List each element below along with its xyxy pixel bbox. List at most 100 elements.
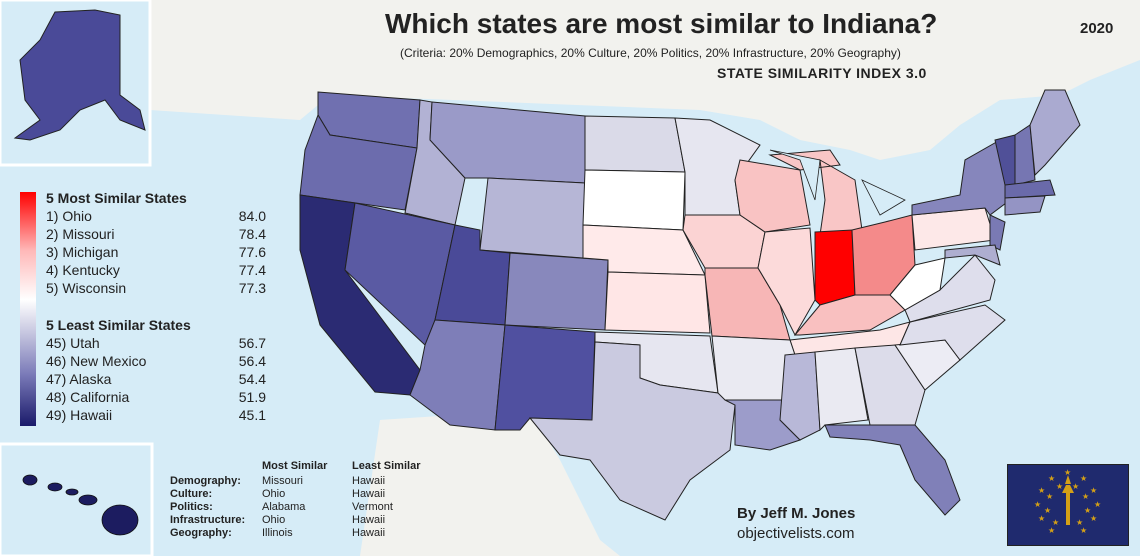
- category-most: Ohio: [262, 488, 286, 500]
- state-mississippi: [779, 351, 821, 441]
- svg-text:★: ★: [1090, 486, 1097, 495]
- svg-text:★: ★: [1048, 474, 1055, 483]
- svg-text:★: ★: [1064, 468, 1071, 477]
- category-least: Hawaii: [352, 475, 386, 487]
- state-new-york: [911, 139, 1011, 216]
- least-similar-row: 46) New Mexico 56.4: [46, 353, 266, 369]
- state-new-hampshire: [1014, 124, 1036, 186]
- row-value: 77.3: [238, 280, 266, 296]
- state-colorado: [504, 252, 609, 331]
- svg-text:★: ★: [1080, 474, 1087, 483]
- svg-text:★: ★: [1082, 492, 1089, 501]
- state-north-dakota: [584, 115, 686, 173]
- row-label: 2) Missouri: [46, 226, 115, 242]
- category-least: Vermont: [352, 501, 393, 513]
- state-maryland-delaware: [944, 244, 1001, 266]
- row-label: 46) New Mexico: [46, 353, 147, 369]
- state-florida: [824, 424, 961, 516]
- state-wyoming: [479, 177, 586, 259]
- state-west-virginia: [889, 257, 946, 311]
- state-hawaii: [22, 474, 139, 536]
- row-label: 3) Michigan: [46, 244, 119, 260]
- svg-text:★: ★: [1056, 482, 1063, 491]
- svg-text:★: ★: [1038, 514, 1045, 523]
- site-link[interactable]: objectivelists.com: [737, 525, 855, 542]
- indiana-flag: ★ ★ ★ ★ ★ ★ ★ ★ ★ ★ ★ ★ ★ ★ ★ ★ ★ ★ ★: [1007, 464, 1129, 546]
- row-value: 54.4: [238, 371, 266, 387]
- state-alaska: [13, 9, 146, 141]
- category-name: Culture:: [170, 488, 213, 500]
- svg-text:★: ★: [1072, 482, 1079, 491]
- canada-land: [150, 0, 1140, 160]
- category-name: Geography:: [170, 527, 232, 539]
- row-value: 45.1: [238, 407, 266, 423]
- great-lakes: [769, 149, 906, 216]
- category-least: Hawaii: [352, 514, 386, 526]
- hawaii-inset-frame: [0, 442, 154, 556]
- row-value: 56.4: [238, 353, 266, 369]
- category-name: Demography:: [170, 475, 241, 487]
- category-most: Illinois: [262, 527, 293, 539]
- category-most: Ohio: [262, 514, 286, 526]
- mexico-land: [360, 410, 620, 556]
- svg-text:★: ★: [1094, 500, 1101, 509]
- state-texas: [528, 341, 736, 521]
- state-kansas: [604, 271, 711, 334]
- col-least-similar-header: Least Similar: [352, 460, 421, 472]
- most-similar-row: 5) Wisconsin 77.3: [46, 280, 266, 296]
- svg-text:★: ★: [1038, 486, 1045, 495]
- state-indiana: [814, 229, 856, 306]
- svg-text:★: ★: [1048, 526, 1055, 535]
- most-similar-row: 4) Kentucky 77.4: [46, 262, 266, 278]
- criteria-subtitle: (Criteria: 20% Demographics, 20% Culture…: [400, 46, 901, 60]
- row-value: 77.4: [238, 262, 266, 278]
- row-label: 45) Utah: [46, 335, 100, 351]
- most-similar-row: 2) Missouri 78.4: [46, 226, 266, 242]
- col-most-similar-header: Most Similar: [262, 460, 328, 472]
- state-georgia: [854, 344, 926, 426]
- map-title: Which states are most similar to Indiana…: [385, 8, 938, 39]
- state-new-jersey: [989, 214, 1006, 251]
- svg-text:★: ★: [1076, 518, 1083, 527]
- row-label: 5) Wisconsin: [46, 280, 127, 296]
- svg-text:★: ★: [1034, 500, 1041, 509]
- least-similar-row: 45) Utah 56.7: [46, 335, 266, 351]
- most-similar-row: 1) Ohio 84.0: [46, 208, 266, 224]
- year-label: 2020: [1080, 20, 1114, 37]
- row-value: 56.7: [238, 335, 266, 351]
- row-value: 51.9: [238, 389, 266, 405]
- state-massachusetts: [1004, 179, 1056, 199]
- svg-text:★: ★: [1090, 514, 1097, 523]
- least-similar-row: 49) Hawaii 45.1: [46, 407, 266, 423]
- row-value: 84.0: [238, 208, 266, 224]
- most-similar-heading: 5 Most Similar States: [46, 190, 187, 206]
- state-connecticut-ri: [1004, 195, 1046, 216]
- author-credit: By Jeff M. Jones: [737, 505, 856, 522]
- least-similar-row: 48) California 51.9: [46, 389, 266, 405]
- svg-text:★: ★: [1084, 506, 1091, 515]
- flag-torch-icon: ★ ★ ★ ★ ★ ★ ★ ★ ★ ★ ★ ★ ★ ★ ★ ★ ★ ★ ★: [1034, 468, 1101, 535]
- svg-text:★: ★: [1080, 526, 1087, 535]
- row-label: 4) Kentucky: [46, 262, 120, 278]
- row-label: 48) California: [46, 389, 130, 405]
- row-label: 1) Ohio: [46, 208, 92, 224]
- row-value: 78.4: [238, 226, 266, 242]
- state-new-mexico: [494, 324, 596, 431]
- category-name: Infrastructure:: [170, 514, 246, 526]
- index-name: STATE SIMILARITY INDEX 3.0: [717, 65, 927, 81]
- least-similar-heading: 5 Least Similar States: [46, 317, 191, 333]
- category-most: Alabama: [262, 501, 306, 513]
- category-name: Politics:: [170, 501, 213, 513]
- svg-text:★: ★: [1046, 492, 1053, 501]
- svg-text:★: ★: [1044, 506, 1051, 515]
- state-south-dakota: [582, 169, 686, 231]
- state-oregon: [299, 113, 418, 211]
- category-most: Missouri: [262, 475, 303, 487]
- row-value: 77.6: [238, 244, 266, 260]
- most-similar-row: 3) Michigan 77.6: [46, 244, 266, 260]
- row-label: 47) Alaska: [46, 371, 112, 387]
- category-least: Hawaii: [352, 488, 386, 500]
- svg-text:★: ★: [1052, 518, 1059, 527]
- state-alabama: [814, 347, 869, 432]
